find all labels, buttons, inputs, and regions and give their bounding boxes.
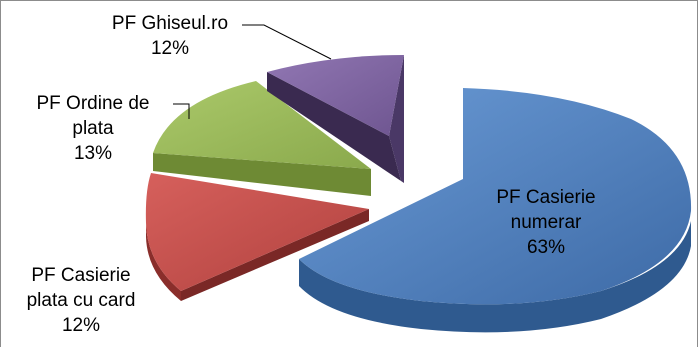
label-casierie-card-percent: 12% (61, 315, 101, 336)
label-casierie-card-line2: plata cu card (26, 290, 136, 311)
slice-casierie-numerar[interactable] (299, 88, 692, 305)
slice-wall-ghiseul (267, 72, 401, 181)
label-ghiseul: PF Ghiseul.ro 12% (95, 11, 245, 61)
label-ordine-plata-percent: 13% (73, 143, 113, 164)
slice-casierie-card[interactable] (145, 173, 369, 291)
slice-wall-ordine-plata (153, 153, 371, 196)
label-ordine-plata: PF Ordine de plata 13% (13, 91, 173, 166)
leader-line-ordine-plata (173, 103, 190, 119)
label-ordine-plata-line1: PF Ordine de (36, 93, 150, 114)
slice-wall-ghiseul-right (389, 55, 404, 183)
label-casierie-numerar: PF Casierie numerar 63% (481, 185, 611, 260)
label-casierie-numerar-line2: numerar (510, 212, 582, 233)
label-ordine-plata-line2: plata (72, 118, 114, 139)
slice-side-casierie-numerar (299, 221, 691, 333)
label-ghiseul-name: PF Ghiseul.ro (111, 13, 229, 34)
label-ghiseul-percent: 12% (150, 38, 190, 59)
label-casierie-numerar-percent: 63% (526, 237, 566, 258)
label-casierie-card-line1: PF Casierie (31, 265, 131, 286)
slice-side-casierie-card (146, 223, 181, 301)
label-casierie-card: PF Casierie plata cu card 12% (6, 263, 156, 338)
leader-line-ghiseul (242, 24, 332, 60)
slice-ghiseul[interactable] (267, 55, 404, 136)
slice-wall-casierie-card (181, 209, 369, 301)
label-casierie-numerar-line1: PF Casierie (496, 187, 596, 208)
slice-ordine-plata[interactable] (153, 81, 371, 169)
